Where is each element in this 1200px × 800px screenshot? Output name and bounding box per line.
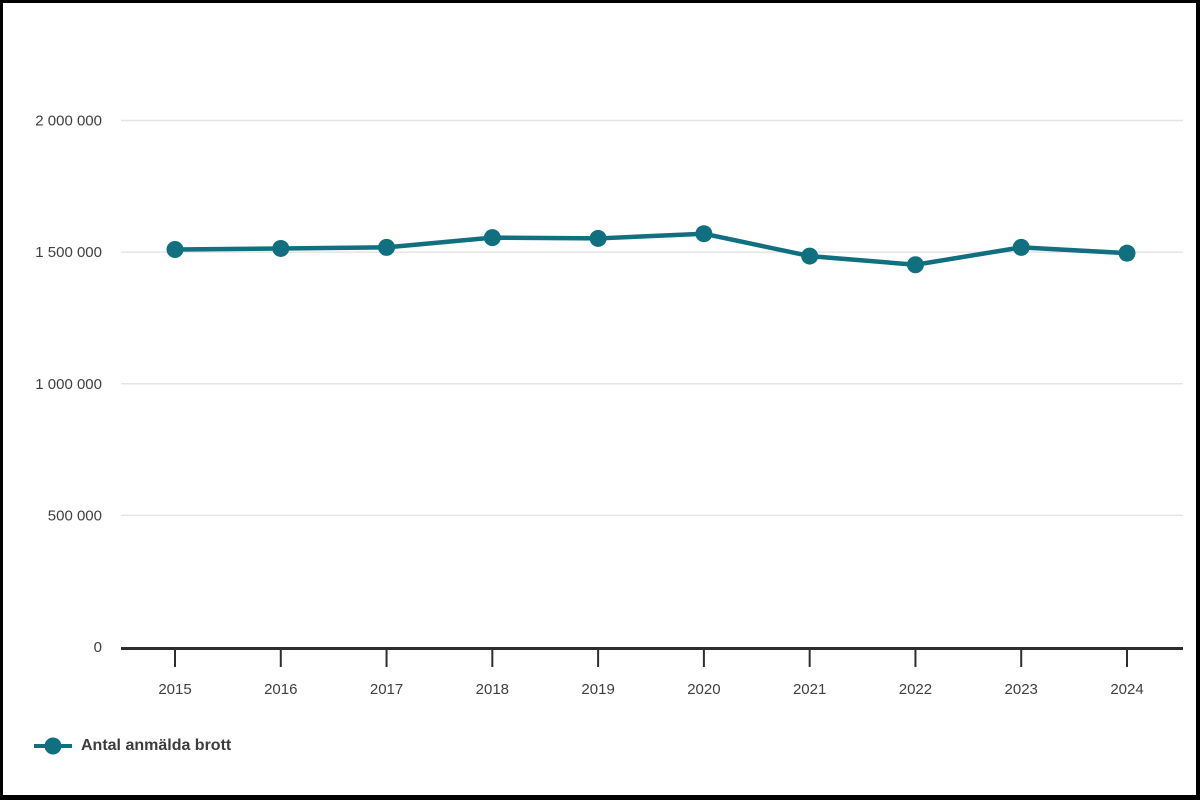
x-axis-tick-label: 2016	[264, 681, 297, 698]
data-point-2017[interactable]	[378, 238, 396, 256]
x-axis-tick-label: 2017	[370, 681, 403, 698]
x-axis-tick-label: 2023	[1005, 681, 1038, 698]
data-point-2020[interactable]	[695, 225, 713, 243]
legend-item[interactable]: Antal anmälda brott	[33, 731, 231, 761]
x-axis-tick-label: 2015	[158, 681, 191, 698]
x-axis-tick-label: 2024	[1110, 681, 1143, 698]
data-point-2019[interactable]	[589, 229, 607, 247]
data-point-2018[interactable]	[483, 229, 501, 247]
line-chart: 0 500 000 1 000 000 1 500 000 2 000 000 2015 2…	[35, 113, 1183, 698]
data-point-2024[interactable]	[1118, 244, 1136, 262]
x-axis-tick-label: 2019	[581, 681, 614, 698]
series-line	[172, 231, 1130, 268]
data-point-2022[interactable]	[906, 256, 924, 274]
y-axis-tick-label: 500 000	[48, 507, 102, 524]
x-axis-tick-label: 2018	[476, 681, 509, 698]
y-axis-tick-label: 2 000 000	[35, 113, 102, 130]
data-point-2021[interactable]	[801, 247, 819, 265]
x-axis-tick-label: 2021	[793, 681, 826, 698]
y-axis-tick-label: 1 500 000	[35, 244, 102, 261]
y-axis-tick-label: 0	[94, 639, 102, 656]
data-point-2023[interactable]	[1012, 238, 1030, 256]
data-point-2015[interactable]	[166, 240, 184, 258]
legend-label: Antal anmälda brott	[81, 737, 232, 754]
legend-marker-dot	[44, 737, 62, 755]
data-point-2016[interactable]	[272, 239, 290, 257]
x-axis-tick-label: 2020	[687, 681, 720, 698]
x-axis-tick-label: 2022	[899, 681, 932, 698]
y-axis-tick-label: 1 000 000	[35, 376, 102, 393]
legend-marker-icon	[34, 737, 72, 755]
